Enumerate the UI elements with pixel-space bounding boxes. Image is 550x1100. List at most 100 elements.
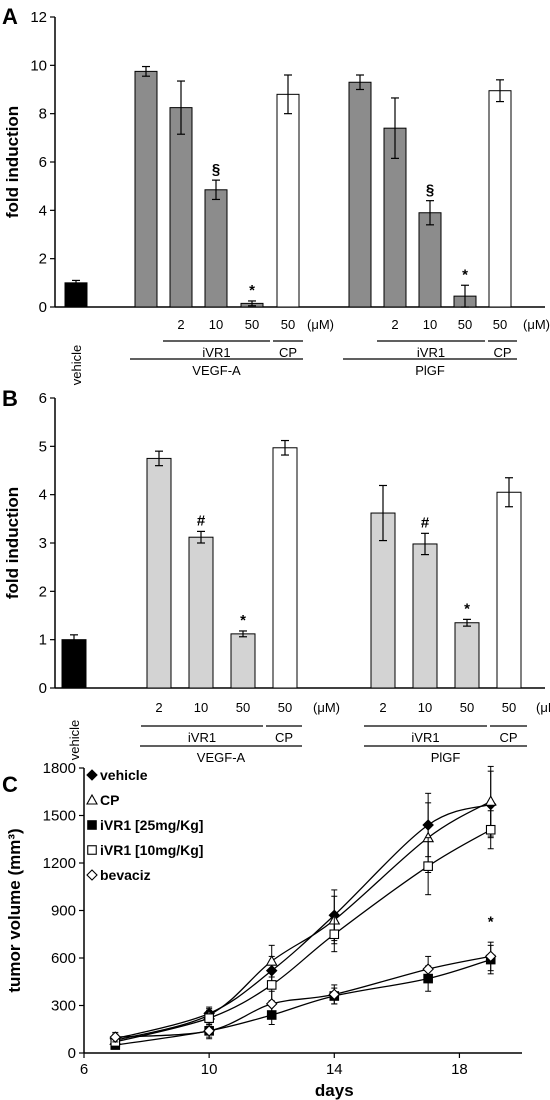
unit-label: (μM) xyxy=(536,700,550,715)
significance-mark: * xyxy=(462,266,468,283)
bar-vegf-a-stimulus xyxy=(188,536,214,689)
dose-label: 50 xyxy=(281,317,295,332)
panel-letter: C xyxy=(2,772,18,797)
dose-label: 2 xyxy=(177,317,184,332)
legend-label: iVR1 [10mg/Kg] xyxy=(100,842,203,858)
y-tick-label: 900 xyxy=(51,903,76,920)
data-point xyxy=(329,929,340,940)
legend-label: vehicle xyxy=(100,767,148,783)
significance-mark: § xyxy=(426,182,434,199)
series-2 xyxy=(110,944,496,1050)
y-tick-label: 10 xyxy=(30,57,47,74)
bar-plgf-stimulus xyxy=(348,81,372,308)
group-label: VEGF-A xyxy=(197,750,246,765)
y-tick-label: 1800 xyxy=(43,760,76,777)
legend-marker xyxy=(87,845,97,855)
data-point xyxy=(484,950,497,963)
y-tick-label: 1 xyxy=(39,632,47,649)
panel-letter: B xyxy=(2,386,18,411)
bar-vegf-a-stimulus xyxy=(134,70,158,308)
y-axis-label: tumor volume (mm³) xyxy=(5,828,24,992)
legend-marker xyxy=(86,869,98,881)
bar-vegf-a-control xyxy=(276,93,300,308)
legend-label: CP xyxy=(100,792,119,808)
bar-vehicle-vehicle xyxy=(64,282,88,308)
legend-label: bevaciz xyxy=(100,867,151,883)
x-tick-label: 18 xyxy=(451,1061,468,1078)
drug-label: iVR1 xyxy=(417,345,445,360)
dose-label: 2 xyxy=(155,700,162,715)
significance-mark: * xyxy=(488,913,494,930)
significance-mark: * xyxy=(249,282,255,299)
dose-label: 10 xyxy=(194,700,208,715)
data-point xyxy=(204,1013,214,1023)
bar-vegf-a-stimulus xyxy=(146,457,172,689)
dose-label: 50 xyxy=(502,700,516,715)
unit-label: (μM) xyxy=(523,317,550,332)
y-tick-label: 0 xyxy=(68,1045,76,1062)
unit-label: (μM) xyxy=(313,700,340,715)
bar-vegf-a-stimulus xyxy=(204,189,228,308)
bar-plgf-stimulus xyxy=(454,622,480,689)
drug-label: iVR1 xyxy=(411,730,439,745)
x-tick-label: 14 xyxy=(326,1061,343,1078)
group-label: VEGF-A xyxy=(192,363,241,378)
data-point xyxy=(109,1031,122,1043)
y-tick-label: 600 xyxy=(51,950,76,967)
y-tick-label: 2 xyxy=(39,251,47,268)
dose-label: 10 xyxy=(418,700,432,715)
series-line xyxy=(115,829,492,1043)
control-label: CP xyxy=(499,730,517,745)
y-tick-label: 8 xyxy=(39,106,47,123)
legend-marker xyxy=(86,769,98,781)
significance-mark: # xyxy=(197,512,206,529)
data-point xyxy=(203,1025,215,1037)
x-tick-label: 10 xyxy=(201,1061,218,1078)
series-line xyxy=(115,958,491,1046)
y-tick-label: 5 xyxy=(39,438,47,455)
bar-vegf-a-stimulus xyxy=(169,107,193,308)
data-point xyxy=(265,998,278,1010)
control-label: CP xyxy=(493,345,511,360)
y-tick-label: 300 xyxy=(51,998,76,1015)
dose-label: 10 xyxy=(209,317,223,332)
legend-marker xyxy=(87,820,97,830)
x-tick-label: 6 xyxy=(80,1061,88,1078)
data-point xyxy=(423,861,433,871)
panel-letter: A xyxy=(2,4,18,29)
dose-label: 10 xyxy=(423,317,437,332)
bar-plgf-stimulus xyxy=(370,512,396,689)
y-tick-label: 6 xyxy=(39,154,47,171)
dose-label: 50 xyxy=(236,700,250,715)
group-label: PlGF xyxy=(431,750,461,765)
vehicle-label: vehicle xyxy=(67,720,82,760)
y-tick-label: 0 xyxy=(39,680,47,697)
data-point xyxy=(265,955,278,966)
bar-plgf-stimulus xyxy=(418,212,442,308)
y-tick-label: 4 xyxy=(39,487,47,504)
drug-label: iVR1 xyxy=(202,345,230,360)
significance-mark: # xyxy=(421,514,430,531)
dose-label: 50 xyxy=(460,700,474,715)
series-line xyxy=(115,803,491,1040)
y-axis-label: fold induction xyxy=(3,487,22,599)
data-point xyxy=(266,980,277,990)
bar-vegf-a-control xyxy=(272,447,298,689)
bar-plgf-control xyxy=(496,491,522,689)
bar-vegf-a-stimulus xyxy=(230,633,256,689)
control-label: CP xyxy=(275,730,293,745)
bar-plgf-stimulus xyxy=(412,543,438,689)
group-label: PlGF xyxy=(415,363,445,378)
series-3 xyxy=(110,810,496,1047)
unit-label: (μM) xyxy=(307,317,334,332)
drug-label: iVR1 xyxy=(188,730,216,745)
series-1 xyxy=(109,765,497,1045)
data-point xyxy=(485,824,496,835)
x-axis-label: days xyxy=(315,1081,354,1100)
control-label: CP xyxy=(279,345,297,360)
dose-label: 2 xyxy=(379,700,386,715)
significance-mark: * xyxy=(464,600,470,617)
